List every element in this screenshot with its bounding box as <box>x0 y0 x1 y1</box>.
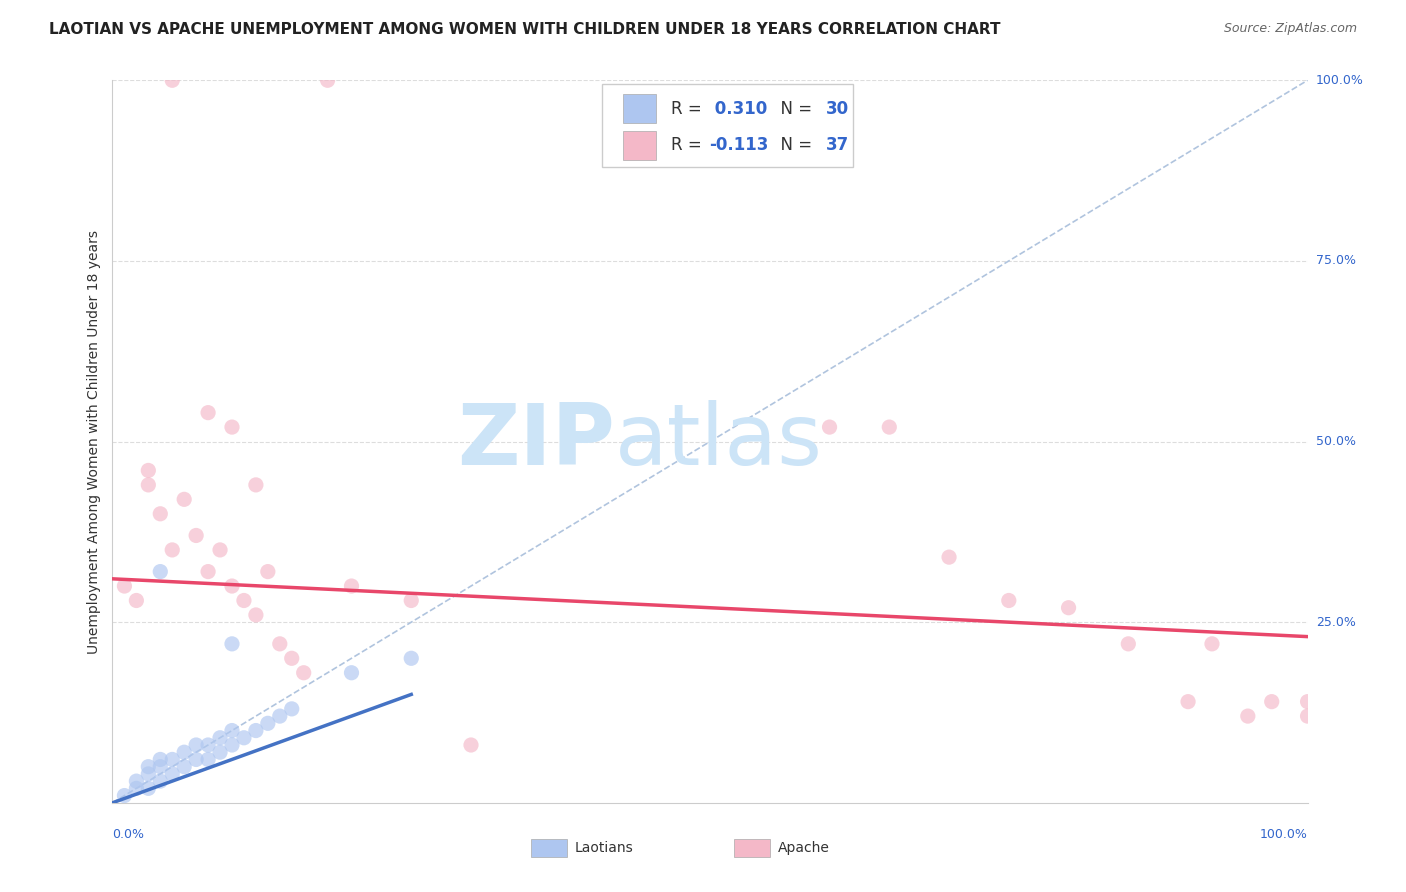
Text: 75.0%: 75.0% <box>1316 254 1355 268</box>
Point <box>149 752 172 766</box>
Point <box>197 738 219 752</box>
Point <box>162 73 183 87</box>
Point <box>138 760 160 774</box>
Point <box>114 579 135 593</box>
Point <box>1201 637 1223 651</box>
Text: 100.0%: 100.0% <box>1316 74 1364 87</box>
Point <box>173 760 195 774</box>
Point <box>269 709 291 723</box>
Point <box>879 420 901 434</box>
Point <box>1237 709 1260 723</box>
Point <box>125 593 148 607</box>
FancyBboxPatch shape <box>531 838 567 857</box>
Point <box>233 731 256 745</box>
FancyBboxPatch shape <box>603 84 853 167</box>
Point <box>138 478 160 492</box>
Point <box>149 760 172 774</box>
Point <box>401 593 423 607</box>
Point <box>233 593 256 607</box>
Point <box>818 420 841 434</box>
Point <box>209 745 232 759</box>
FancyBboxPatch shape <box>623 131 657 160</box>
Point <box>1177 695 1199 709</box>
Point <box>245 478 267 492</box>
Text: Laotians: Laotians <box>575 840 634 855</box>
Point <box>1296 695 1319 709</box>
Point <box>316 73 339 87</box>
Point <box>221 420 243 434</box>
Point <box>281 702 304 716</box>
Point <box>460 738 482 752</box>
Point <box>1296 709 1319 723</box>
Text: ZIP: ZIP <box>457 400 614 483</box>
Point <box>173 745 195 759</box>
Point <box>340 665 363 680</box>
Point <box>186 528 208 542</box>
Text: 50.0%: 50.0% <box>1316 435 1355 448</box>
Point <box>114 789 135 803</box>
Text: Source: ZipAtlas.com: Source: ZipAtlas.com <box>1223 22 1357 36</box>
Point <box>292 665 315 680</box>
Point <box>173 492 195 507</box>
Point <box>221 579 243 593</box>
Text: R =: R = <box>671 136 707 154</box>
FancyBboxPatch shape <box>623 95 657 123</box>
Point <box>149 507 172 521</box>
Point <box>138 767 160 781</box>
Text: atlas: atlas <box>614 400 823 483</box>
Point <box>197 406 219 420</box>
Point <box>149 565 172 579</box>
Point <box>1261 695 1284 709</box>
Text: 37: 37 <box>825 136 849 154</box>
Point <box>162 767 183 781</box>
Point <box>1118 637 1140 651</box>
Point <box>162 752 183 766</box>
Text: N =: N = <box>770 100 817 118</box>
Text: 0.310: 0.310 <box>709 100 768 118</box>
Text: 25.0%: 25.0% <box>1316 615 1355 629</box>
Point <box>245 723 267 738</box>
Point <box>125 781 148 796</box>
Point <box>149 774 172 789</box>
Point <box>186 752 208 766</box>
Text: R =: R = <box>671 100 707 118</box>
Text: 30: 30 <box>825 100 849 118</box>
FancyBboxPatch shape <box>734 838 770 857</box>
Point <box>125 774 148 789</box>
Text: N =: N = <box>770 136 817 154</box>
Point <box>257 565 280 579</box>
Text: 0.0%: 0.0% <box>112 828 145 841</box>
Point <box>138 781 160 796</box>
Text: 100.0%: 100.0% <box>1260 828 1308 841</box>
Point <box>401 651 423 665</box>
Point <box>209 731 232 745</box>
Point <box>197 752 219 766</box>
Point <box>257 716 280 731</box>
Text: Apache: Apache <box>778 840 830 855</box>
Point <box>162 542 183 557</box>
Point <box>269 637 291 651</box>
Point <box>340 579 363 593</box>
Point <box>197 565 219 579</box>
Y-axis label: Unemployment Among Women with Children Under 18 years: Unemployment Among Women with Children U… <box>87 229 101 654</box>
Text: LAOTIAN VS APACHE UNEMPLOYMENT AMONG WOMEN WITH CHILDREN UNDER 18 YEARS CORRELAT: LAOTIAN VS APACHE UNEMPLOYMENT AMONG WOM… <box>49 22 1001 37</box>
Point <box>998 593 1021 607</box>
Point <box>221 738 243 752</box>
Point <box>221 723 243 738</box>
Point <box>138 463 160 477</box>
Point <box>1057 600 1080 615</box>
Text: -0.113: -0.113 <box>709 136 768 154</box>
Point <box>245 607 267 622</box>
Point <box>221 637 243 651</box>
Point <box>281 651 304 665</box>
Point <box>938 550 960 565</box>
Point <box>209 542 232 557</box>
Point <box>186 738 208 752</box>
